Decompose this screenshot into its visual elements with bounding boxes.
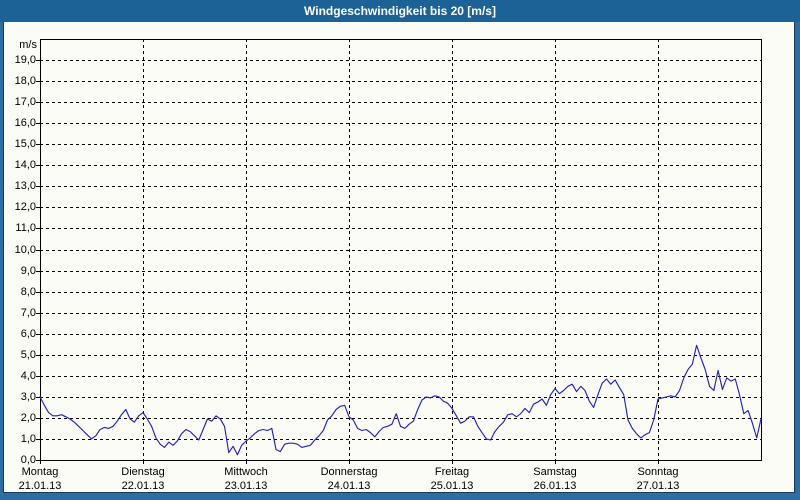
y-axis-tick-label: 13,0 xyxy=(14,180,36,192)
x-axis-date-label: 27.01.13 xyxy=(636,480,680,492)
x-axis-day-label: Dienstag xyxy=(121,466,165,478)
y-axis-tick-label: 11,0 xyxy=(15,222,36,234)
y-axis-tick-label: 1,0 xyxy=(20,433,36,445)
y-axis-tick-label: 16,0 xyxy=(14,117,36,129)
x-axis-day-label: Donnerstag xyxy=(320,466,378,478)
y-axis-tick-label: 6,0 xyxy=(20,328,36,340)
y-axis-tick-label: 8,0 xyxy=(20,286,36,298)
x-axis-day-label: Sonntag xyxy=(637,466,679,478)
y-axis-tick-label: 9,0 xyxy=(20,265,36,277)
y-axis-tick-label: 2,0 xyxy=(20,412,36,424)
y-axis-tick-label: 10,0 xyxy=(14,244,36,256)
y-axis-tick-label: 4,0 xyxy=(20,370,36,382)
x-axis-day-label: Samstag xyxy=(533,466,577,478)
x-axis-date-label: 26.01.13 xyxy=(533,480,577,492)
x-axis-day-label: Freitag xyxy=(434,466,470,478)
chart-background xyxy=(3,22,795,493)
plot-border xyxy=(40,39,762,461)
x-axis-date-label: 21.01.13 xyxy=(18,480,62,492)
x-axis-date-label: 23.01.13 xyxy=(224,480,268,492)
y-axis-tick-label: 7,0 xyxy=(20,307,36,319)
y-axis-tick-label: 0,0 xyxy=(20,454,36,466)
x-axis-day-label: Montag xyxy=(21,466,59,478)
y-axis-tick-label: 19,0 xyxy=(14,54,36,66)
x-axis-date-label: 24.01.13 xyxy=(327,480,371,492)
x-axis-date-label: 25.01.13 xyxy=(430,480,474,492)
y-axis-tick-label: 5,0 xyxy=(20,349,36,361)
wind-speed-line xyxy=(39,344,762,456)
y-axis-tick-label: 18,0 xyxy=(14,75,36,87)
y-axis-unit-label: m/s xyxy=(19,39,37,51)
y-axis-tick-label: 3,0 xyxy=(20,391,36,403)
title-bar: Windgeschwindigkeit bis 20 [m/s] xyxy=(0,0,800,22)
x-axis-day-label: Mittwoch xyxy=(224,466,268,478)
y-axis-tick-label: 14,0 xyxy=(14,159,36,171)
x-axis-date-label: 22.01.13 xyxy=(121,480,165,492)
y-axis-tick-label: 12,0 xyxy=(14,201,36,213)
chart-title: Windgeschwindigkeit bis 20 [m/s] xyxy=(304,4,496,18)
y-axis-tick-label: 15,0 xyxy=(14,138,36,150)
y-axis-tick-label: 17,0 xyxy=(14,96,36,108)
